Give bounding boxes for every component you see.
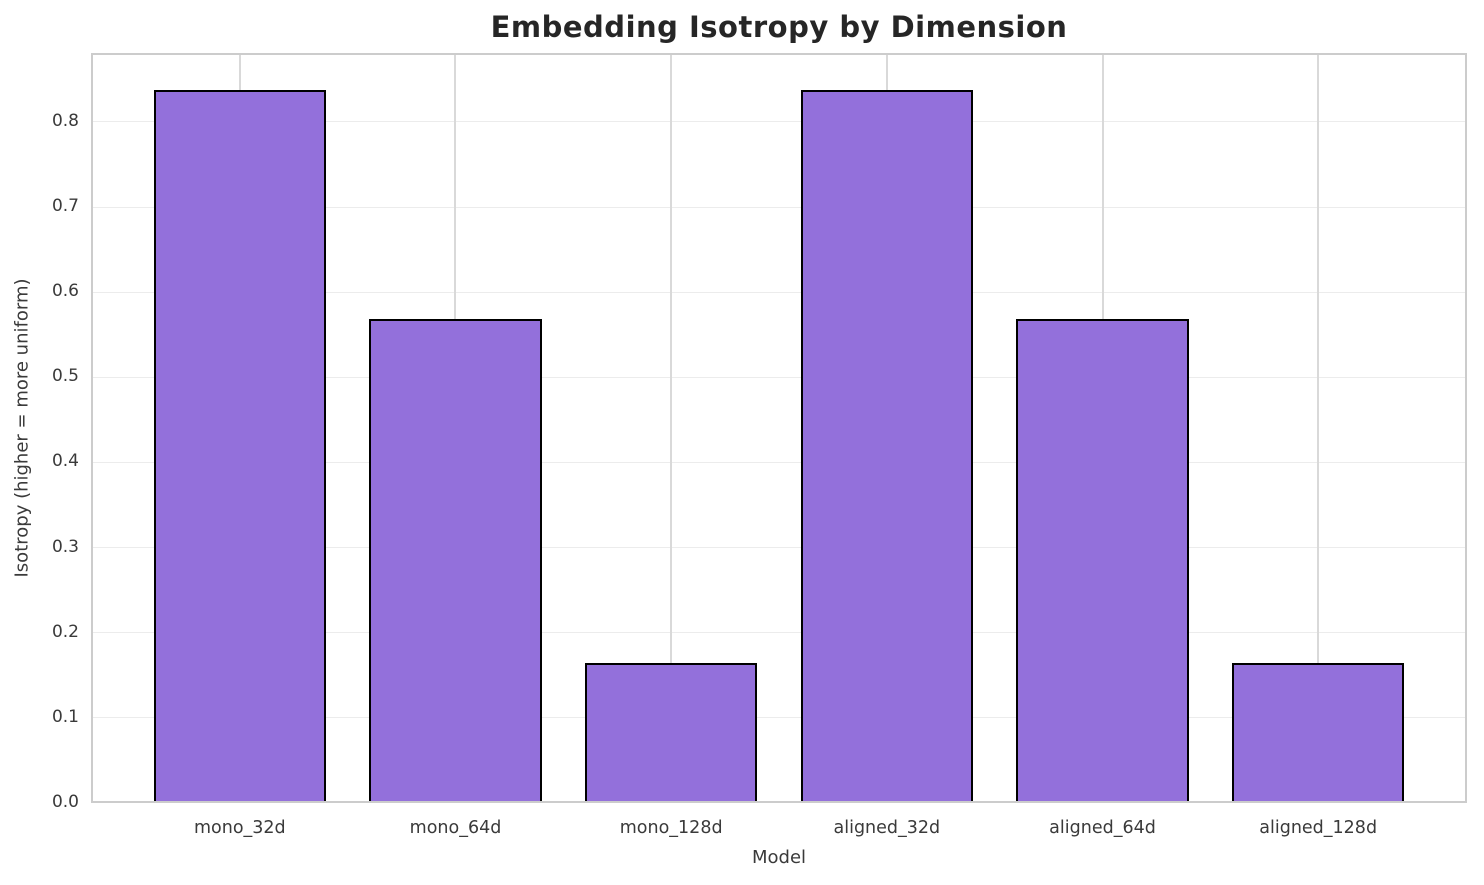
chart-title: Embedding Isotropy by Dimension (490, 10, 1068, 44)
top-spine (91, 53, 1467, 55)
h-gridline-0.1 (91, 717, 1467, 719)
h-gridline-0.3 (91, 547, 1467, 549)
y-axis-label: Isotropy (higher = more uniform) (11, 278, 33, 578)
bottom-spine (91, 801, 1467, 803)
bar-aligned_64d (1016, 319, 1189, 803)
bar-aligned_128d (1231, 663, 1405, 803)
x-tick-label-mono_32d: mono_32d (193, 818, 286, 838)
right-spine (1465, 53, 1467, 803)
x-tick-label-aligned_128d: aligned_128d (1259, 818, 1378, 838)
h-gridline-0.7 (91, 206, 1467, 208)
h-gridline-0.6 (91, 291, 1467, 293)
h-gridline-0.8 (91, 121, 1467, 123)
v-gridline-aligned_128d (1317, 53, 1320, 803)
bar-aligned_32d (800, 90, 974, 803)
y-tick-label-0.1: 0.1 (51, 706, 79, 727)
plot-area (91, 53, 1467, 803)
y-tick-label-0.0: 0.0 (51, 792, 79, 812)
h-gridline-0.2 (91, 632, 1467, 634)
x-tick-label-aligned_32d: aligned_32d (833, 818, 941, 838)
y-tick-label-0.7: 0.7 (51, 196, 79, 217)
y-tick-label-0.6: 0.6 (51, 281, 79, 302)
left-spine (91, 53, 93, 803)
x-tick-label-mono_64d: mono_64d (409, 818, 502, 838)
h-gridline-0.4 (91, 461, 1467, 463)
h-gridline-0.5 (91, 376, 1467, 378)
bar-mono_128d (584, 663, 758, 803)
y-tick-label-0.5: 0.5 (51, 366, 79, 387)
bar-mono_32d (153, 90, 327, 803)
y-tick-label-0.8: 0.8 (51, 110, 79, 131)
v-gridline-mono_128d (670, 53, 673, 803)
bar-mono_64d (369, 319, 542, 803)
y-tick-label-0.4: 0.4 (51, 451, 79, 472)
y-tick-label-0.2: 0.2 (51, 621, 79, 642)
y-tick-label-0.3: 0.3 (51, 536, 79, 557)
x-tick-label-mono_128d: mono_128d (619, 818, 723, 838)
x-axis-label: Model (751, 847, 807, 868)
x-tick-label-aligned_64d: aligned_64d (1049, 818, 1156, 838)
